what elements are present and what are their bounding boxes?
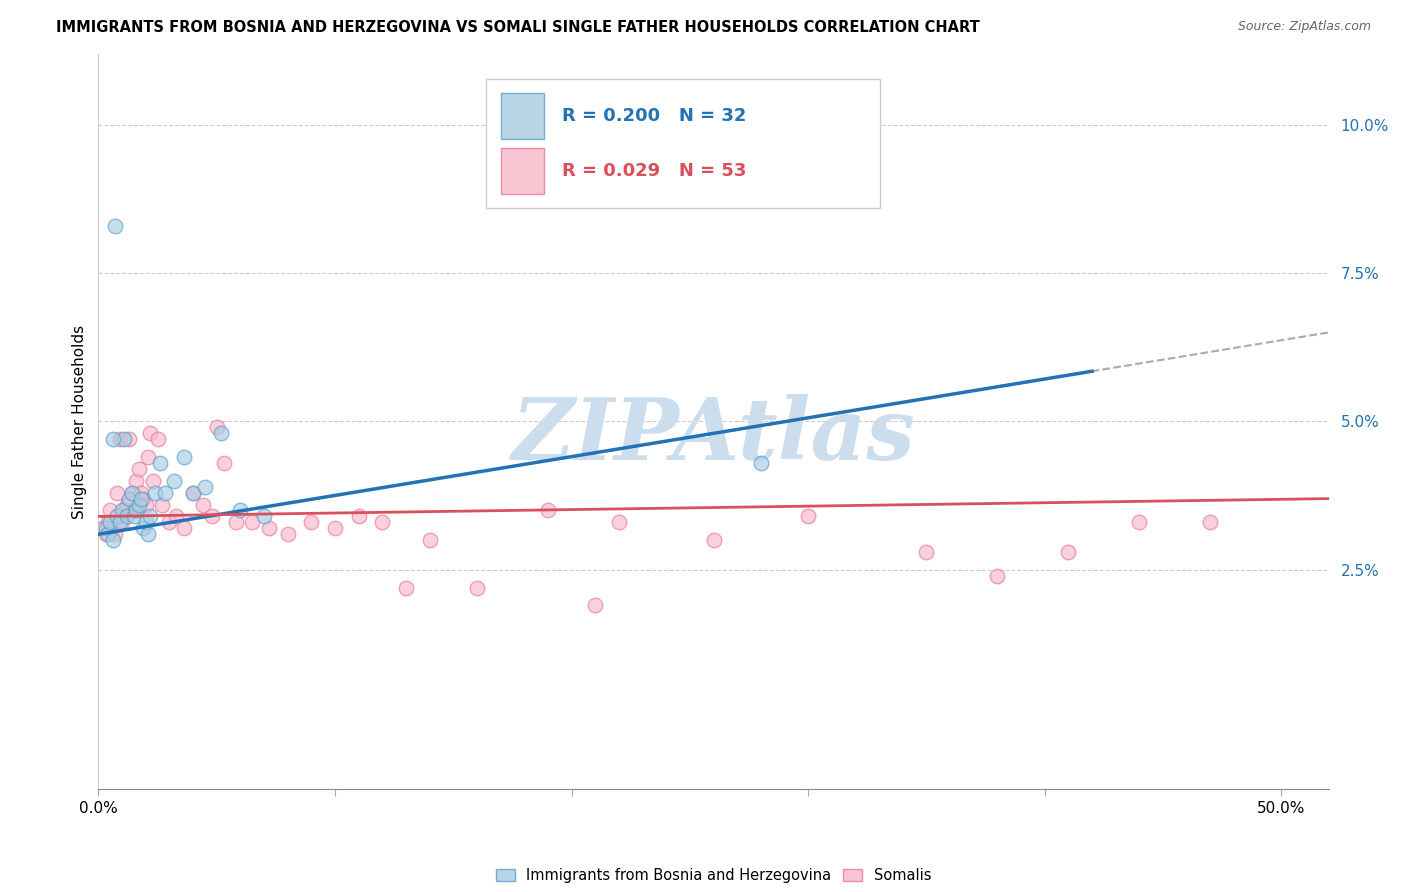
Point xyxy=(101,432,124,446)
Point xyxy=(146,432,169,446)
Point xyxy=(240,516,263,530)
Point xyxy=(114,503,136,517)
Point xyxy=(173,450,195,464)
Point xyxy=(91,521,114,535)
Point xyxy=(191,498,214,512)
Point xyxy=(132,491,155,506)
Point xyxy=(94,527,117,541)
Point xyxy=(108,516,131,530)
Point xyxy=(122,503,145,517)
Point xyxy=(212,456,235,470)
Point xyxy=(257,521,280,535)
Point xyxy=(139,426,162,441)
Point xyxy=(201,509,224,524)
Point xyxy=(105,485,128,500)
Point xyxy=(132,521,155,535)
Point xyxy=(101,521,124,535)
Legend: Immigrants from Bosnia and Herzegovina, Somalis: Immigrants from Bosnia and Herzegovina, … xyxy=(489,862,938,888)
Point xyxy=(915,545,938,559)
Point xyxy=(465,581,488,595)
Point xyxy=(181,485,204,500)
Point xyxy=(347,509,370,524)
FancyBboxPatch shape xyxy=(501,148,544,194)
Point xyxy=(1057,545,1080,559)
Point xyxy=(129,491,152,506)
Text: IMMIGRANTS FROM BOSNIA AND HERZEGOVINA VS SOMALI SINGLE FATHER HOUSEHOLDS CORREL: IMMIGRANTS FROM BOSNIA AND HERZEGOVINA V… xyxy=(56,20,980,35)
Point xyxy=(1128,516,1150,530)
Point xyxy=(299,516,322,530)
Point xyxy=(136,527,159,541)
Point xyxy=(142,474,165,488)
Point xyxy=(163,474,186,488)
Point xyxy=(98,516,121,530)
Point xyxy=(111,503,134,517)
Point xyxy=(122,509,145,524)
Point xyxy=(157,516,180,530)
Point xyxy=(121,485,143,500)
Point xyxy=(135,498,157,512)
Point xyxy=(797,509,820,524)
Point xyxy=(111,516,134,530)
Point xyxy=(135,516,157,530)
Point xyxy=(229,503,252,517)
Point xyxy=(98,503,121,517)
Point xyxy=(607,516,630,530)
Point xyxy=(118,432,141,446)
Point xyxy=(104,219,127,233)
Point xyxy=(97,516,120,530)
Point xyxy=(129,485,152,500)
Point xyxy=(136,450,159,464)
Point xyxy=(419,533,441,548)
Point xyxy=(583,599,606,613)
Point xyxy=(173,521,195,535)
Point xyxy=(205,420,228,434)
Point xyxy=(128,498,150,512)
Point xyxy=(749,456,772,470)
Point xyxy=(150,498,173,512)
FancyBboxPatch shape xyxy=(501,94,544,139)
Text: R = 0.200   N = 32: R = 0.200 N = 32 xyxy=(562,107,747,125)
Point xyxy=(118,491,141,506)
Point xyxy=(253,509,276,524)
Point xyxy=(143,485,166,500)
Point xyxy=(114,432,136,446)
Point xyxy=(166,509,188,524)
Point xyxy=(125,474,148,488)
Point xyxy=(277,527,299,541)
Y-axis label: Single Father Households: Single Father Households xyxy=(72,325,87,518)
Point xyxy=(101,533,124,548)
Point xyxy=(94,521,117,535)
Point xyxy=(115,498,138,512)
Point xyxy=(194,480,217,494)
Point xyxy=(371,516,394,530)
Text: R = 0.029   N = 53: R = 0.029 N = 53 xyxy=(562,162,747,180)
FancyBboxPatch shape xyxy=(486,79,880,208)
Point xyxy=(153,485,176,500)
Point xyxy=(181,485,204,500)
Point xyxy=(323,521,346,535)
Point xyxy=(128,462,150,476)
Point xyxy=(702,533,725,548)
Point xyxy=(115,509,138,524)
Point xyxy=(121,485,143,500)
Point xyxy=(211,426,233,441)
Point xyxy=(125,503,148,517)
Point xyxy=(395,581,418,595)
Text: Source: ZipAtlas.com: Source: ZipAtlas.com xyxy=(1237,20,1371,33)
Point xyxy=(1199,516,1222,530)
Point xyxy=(225,516,247,530)
Text: ZIPAtlas: ZIPAtlas xyxy=(512,394,915,478)
Point xyxy=(97,527,120,541)
Point xyxy=(149,456,172,470)
Point xyxy=(986,568,1008,582)
Point xyxy=(537,503,560,517)
Point xyxy=(104,527,127,541)
Point xyxy=(139,509,162,524)
Point xyxy=(108,432,131,446)
Point xyxy=(105,509,128,524)
